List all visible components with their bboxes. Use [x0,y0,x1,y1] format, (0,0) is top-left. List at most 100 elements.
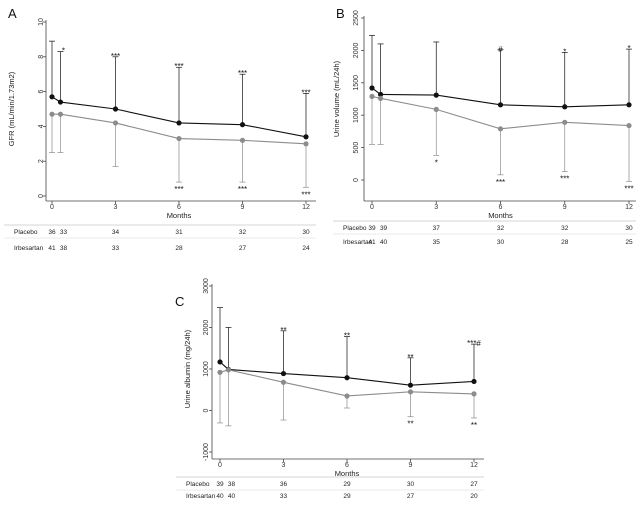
data-point [369,93,375,100]
at-risk-count: 31 [175,229,183,236]
at-risk-count: 20 [470,493,478,500]
significance-marker: ** [344,332,350,341]
y-tick-label: 2500 [353,10,360,26]
x-tick-label: 12 [625,204,633,211]
significance-marker: *** [238,69,247,78]
y-tick-label: 0 [203,408,210,412]
y-tick-label: 0 [38,194,45,198]
at-risk-count: 27 [407,493,415,500]
x-axis-title: Months [488,211,513,220]
significance-marker: ***# [467,339,481,348]
significance-marker: *** [174,62,183,71]
x-tick-label: 6 [499,204,503,211]
at-risk-row-label: Placebo [186,481,210,488]
significance-marker: *** [301,88,310,97]
at-risk-count: 33 [112,245,120,252]
data-point [407,389,414,395]
at-risk-count: 34 [112,229,120,236]
at-risk-count: 33 [60,229,68,236]
panel-b: B 0 500 1000 1500 2000 2500 0 3 6 9 12 Months Urine v… [332,6,636,246]
data-point [49,111,55,117]
significance-marker: *** [174,185,183,194]
at-risk-row-label: Irbesartan [14,245,44,252]
at-risk-row-label: Irbesartan [186,493,216,500]
data-point [377,95,384,101]
x-axis-title: Months [167,211,192,220]
x-tick-label: 9 [241,204,245,211]
data-point [57,99,64,105]
data-point [377,91,384,98]
at-risk-count: 36 [48,229,56,236]
data-point [303,134,309,140]
series-placebo [369,35,632,110]
at-risk-count: 24 [302,245,310,252]
series-irbesartan [49,111,309,188]
data-point [217,359,223,365]
significance-marker: * [627,44,630,53]
at-risk-count: 38 [228,481,236,488]
at-risk-count: 40 [228,493,236,500]
significance-marker: ** [280,326,286,335]
data-point [112,106,119,112]
significance-marker: # [498,45,503,54]
x-tick-label: 6 [177,204,181,211]
data-point [344,375,350,381]
x-tick-label: 9 [409,462,413,469]
x-tick-label: 12 [302,204,310,211]
data-point [471,378,477,385]
data-point [471,391,477,397]
x-tick-label: 3 [282,462,286,469]
series-irbesartan [369,93,632,182]
data-point [112,120,119,126]
data-point [407,382,414,388]
at-risk-count: 29 [343,481,351,488]
at-risk-count: 39 [380,225,388,232]
at-risk-count: 28 [561,239,569,246]
at-risk-count: 32 [239,229,247,236]
data-point [562,104,568,110]
x-tick-label: 9 [563,204,567,211]
x-tick-label: 3 [434,204,438,211]
at-risk-count: 36 [280,481,288,488]
data-point [280,379,287,385]
y-tick-label: 6 [38,90,45,94]
data-point [57,111,64,117]
data-point [626,122,632,129]
significance-marker: *** [560,175,569,184]
significance-marker: * [435,158,438,167]
at-risk-count: 29 [343,493,351,500]
y-tick-label: 10 [38,18,45,26]
data-point [239,137,246,143]
significance-marker: *** [301,190,310,199]
y-tick-label: 4 [38,124,45,128]
x-tick-label: 0 [218,462,222,469]
at-risk-count: 32 [497,225,505,232]
at-risk-count: 41 [368,239,376,246]
at-risk-count: 37 [433,225,441,232]
x-tick-label: 0 [370,204,374,211]
at-risk-count: 28 [175,245,183,252]
significance-marker: * [62,47,65,56]
series-placebo [217,307,477,388]
data-point [280,370,287,377]
significance-marker: * [563,47,566,56]
at-risk-count: 40 [216,493,224,500]
at-risk-count: 40 [380,239,388,246]
x-tick-label: 0 [50,204,54,211]
at-risk-count: 39 [368,225,376,232]
x-tick-label: 3 [114,204,118,211]
panel-letter: C [175,294,184,309]
data-point [562,119,568,125]
y-tick-label: 1000 [203,361,210,377]
at-risk-count: 32 [561,225,569,232]
x-tick-label: 12 [470,462,478,469]
significance-marker: ** [471,421,477,430]
at-risk-count: 30 [302,229,310,236]
at-risk-count: 35 [433,239,441,246]
panel-letter: A [8,6,17,21]
y-tick-label: -1000 [203,443,210,461]
y-tick-label: 1000 [353,107,360,123]
at-risk-row-label: Irbesartan [343,239,373,246]
